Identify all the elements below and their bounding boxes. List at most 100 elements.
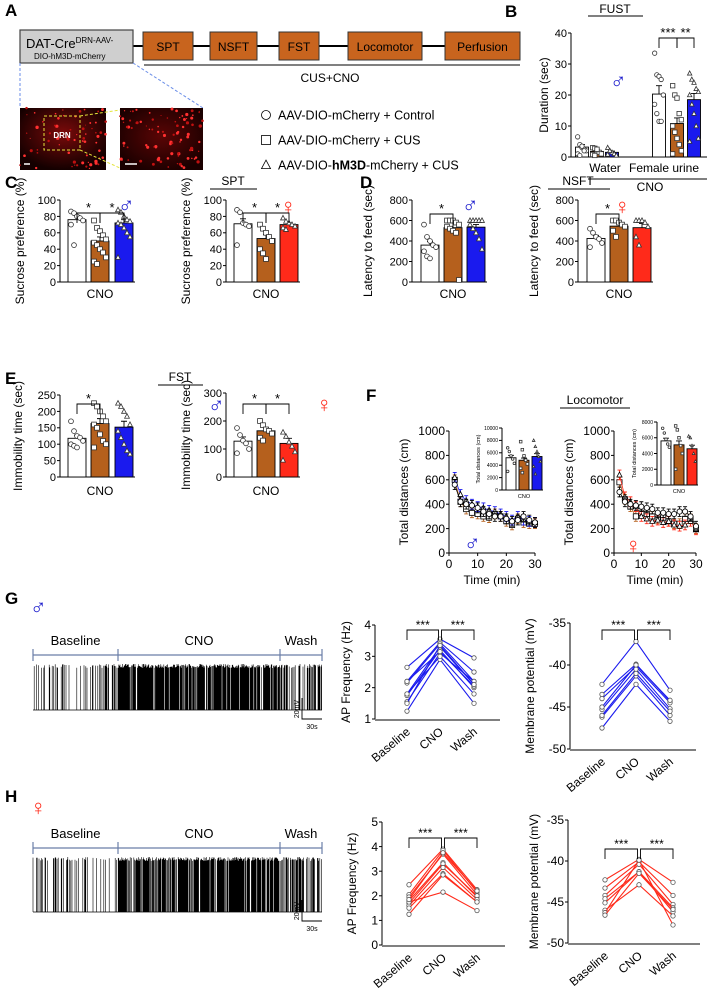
data-point — [594, 146, 600, 152]
data-point — [103, 236, 109, 243]
data-point — [695, 88, 702, 95]
y-tick-label: 250 — [38, 390, 56, 402]
y-tick-label: 4 — [364, 618, 371, 632]
data-point — [686, 70, 693, 76]
data-point — [649, 517, 656, 524]
fluorescence-speck — [170, 107, 174, 111]
data-point — [237, 432, 243, 438]
data-point — [575, 134, 581, 140]
y-tick-label: 400 — [590, 497, 610, 511]
data-point — [475, 235, 483, 242]
data-point — [505, 446, 510, 450]
timeline-step-perfusion — [444, 31, 521, 61]
y-tick-label: 100 — [38, 439, 56, 451]
fluorescence-speck — [167, 166, 170, 168]
x-tick-label: CNO — [419, 951, 448, 979]
y-tick-label: 400 — [425, 497, 445, 511]
data-point — [266, 427, 272, 434]
data-point — [437, 653, 443, 659]
data-point — [613, 152, 620, 158]
fluorescence-speck — [179, 116, 181, 119]
data-point — [117, 221, 125, 227]
fluorescence-speck — [176, 130, 180, 134]
y-tick-label: 8000 — [487, 438, 498, 444]
y-axis-label: Latency to feed (sec) — [361, 185, 375, 297]
data-point — [633, 681, 639, 687]
x-axis-label: Time (min) — [464, 573, 521, 587]
bar-hm3d — [687, 99, 701, 158]
data-point — [673, 424, 678, 428]
fluorescence-speck — [87, 161, 89, 164]
panel-label-a: A — [5, 1, 17, 20]
data-point — [587, 244, 593, 250]
fluorescence-speck — [180, 164, 183, 168]
data-point — [674, 95, 680, 101]
fluorescence-speck — [81, 127, 85, 131]
y-tick-label: 200 — [204, 416, 222, 428]
significance-bracket — [406, 629, 439, 640]
data-point — [693, 122, 700, 129]
data-point — [437, 642, 443, 648]
significance-bracket — [676, 37, 695, 48]
data-point — [627, 501, 634, 508]
fluorescence-speck — [62, 109, 64, 111]
fluorescence-speck — [170, 152, 174, 156]
y-tick-label: 4000 — [642, 451, 653, 457]
significance-label: * — [439, 201, 444, 216]
fluorescence-speck — [185, 121, 190, 125]
data-point — [667, 708, 673, 714]
fluorescence-speck — [193, 158, 196, 160]
significance-bracket — [595, 213, 620, 224]
data-point — [404, 664, 410, 670]
data-point — [592, 152, 598, 159]
data-point — [456, 221, 462, 228]
fluorescence-speck — [85, 154, 88, 157]
data-point — [453, 229, 459, 236]
fluorescence-speck — [33, 112, 36, 114]
data-point — [670, 521, 678, 528]
data-point — [674, 135, 680, 141]
y-tick-label: 40 — [210, 244, 222, 256]
y-tick-label: 6000 — [487, 451, 498, 457]
data-point — [670, 922, 676, 928]
x-tick-label: 30 — [689, 557, 703, 571]
fluorescence-speck — [83, 108, 86, 111]
fluorescence-speck — [119, 115, 122, 118]
fluorescence-speck — [131, 110, 134, 113]
data-point — [510, 457, 515, 461]
legend-label: AAV-DIO-mCherry + CUS — [278, 134, 421, 148]
fluorescence-speck — [26, 132, 28, 134]
data-point — [100, 438, 106, 444]
fluorescence-speck — [130, 126, 133, 130]
y-tick-label: 200 — [38, 406, 56, 418]
y-axis-label: Immobility time (sec) — [179, 380, 193, 490]
data-point — [114, 253, 122, 260]
data-point — [602, 885, 608, 891]
x-tick-label: 10 — [471, 557, 485, 571]
virus-box-subtitle: DIO-hM3D-mCherry — [34, 52, 106, 61]
fluorescence-speck — [96, 134, 100, 138]
fluorescence-speck — [23, 154, 26, 158]
y-tick-label: 0 — [495, 488, 498, 494]
data-point — [638, 512, 645, 519]
data-point — [664, 437, 668, 442]
data-point — [520, 513, 527, 520]
data-point — [474, 888, 480, 894]
fluorescence-speck — [198, 124, 202, 128]
data-point — [658, 76, 664, 83]
significance-bracket — [444, 837, 478, 848]
bar-chart-c-female: 0 20 40 60 80 100 Sucrose preference (%) * * CNO — [179, 178, 300, 304]
fluorescence-speck — [177, 152, 180, 155]
data-point — [288, 221, 296, 227]
fluorescence-speck — [198, 111, 200, 114]
data-point — [670, 123, 676, 129]
fluorescence-speck — [186, 135, 190, 139]
fluorescence-speck — [181, 115, 184, 117]
data-point — [602, 877, 608, 883]
data-point — [670, 83, 676, 89]
fluorescence-speck — [104, 120, 107, 123]
y-tick-label: -45 — [547, 895, 565, 909]
fluorescence-speck — [198, 110, 200, 113]
data-point — [693, 85, 700, 91]
